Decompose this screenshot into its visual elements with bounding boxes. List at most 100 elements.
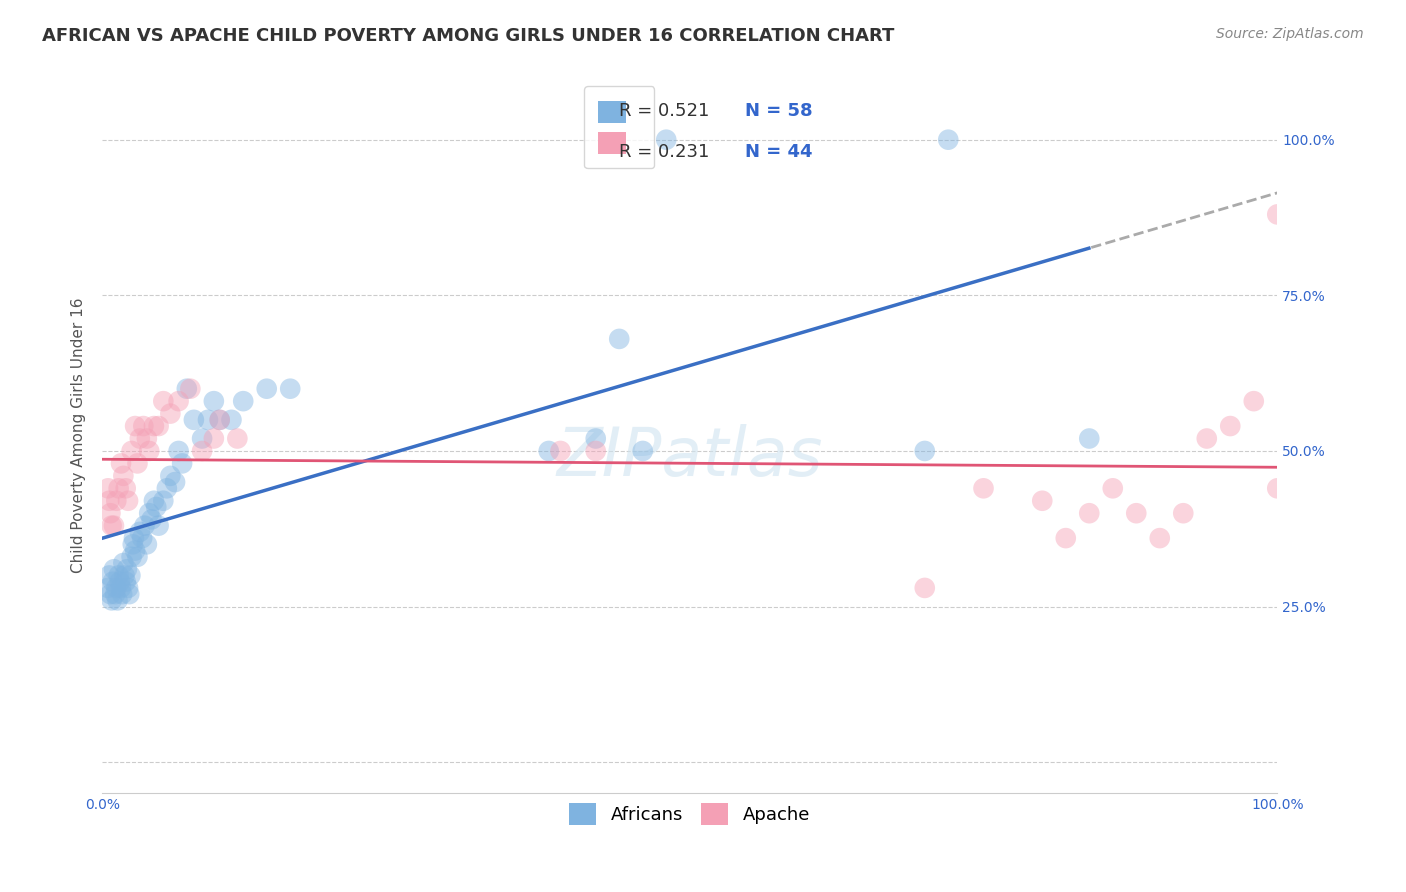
Point [191,444,214,458]
Point [101,574,124,589]
Point [145,500,167,514]
Point [1195,432,1218,446]
Point [121,549,143,564]
Point [142,419,165,434]
Point [141,512,163,526]
Text: R = 0.231: R = 0.231 [619,143,709,161]
Text: N = 44: N = 44 [745,143,813,161]
Point [117,493,139,508]
Point [152,394,174,409]
Point [103,562,125,576]
Point [1078,506,1101,520]
Point [97,581,120,595]
Point [202,432,225,446]
Point [115,562,138,576]
Legend: Africans, Apache: Africans, Apache [560,795,820,834]
Point [135,537,157,551]
Point [112,556,135,570]
Point [1101,481,1123,495]
Point [128,432,150,446]
Point [118,587,141,601]
Point [1265,481,1288,495]
Point [148,419,170,434]
Y-axis label: Child Poverty Among Girls Under 16: Child Poverty Among Girls Under 16 [72,298,86,574]
Point [631,444,654,458]
Point [124,543,146,558]
Point [97,481,120,495]
Point [1125,506,1147,520]
Point [179,382,201,396]
Point [973,481,995,495]
Point [208,413,231,427]
Point [132,419,155,434]
Point [936,133,959,147]
Point [107,593,129,607]
Point [156,481,179,495]
Point [550,444,572,458]
Point [208,413,231,427]
Point [138,506,160,520]
Point [114,481,136,495]
Point [278,382,301,396]
Point [148,518,170,533]
Point [232,394,254,409]
Point [111,587,134,601]
Point [98,493,121,508]
Point [110,581,132,595]
Point [256,382,278,396]
Point [104,587,127,601]
Point [138,444,160,458]
Point [585,432,607,446]
Point [114,568,136,582]
Text: N = 58: N = 58 [745,103,813,120]
Point [183,413,205,427]
Point [134,518,156,533]
Point [107,481,129,495]
Point [226,432,249,446]
Point [105,493,128,508]
Point [197,413,219,427]
Point [105,581,128,595]
Point [914,581,936,595]
Point [191,432,214,446]
Text: Source: ZipAtlas.com: Source: ZipAtlas.com [1216,27,1364,41]
Text: ZIPatlas: ZIPatlas [557,424,823,490]
Point [1219,419,1241,434]
Point [117,581,139,595]
Point [100,518,122,533]
Point [176,382,198,396]
Point [120,568,142,582]
Point [607,332,630,346]
Point [135,432,157,446]
Point [100,593,122,607]
Point [1031,493,1053,508]
Point [122,531,145,545]
Point [107,568,129,582]
Point [124,419,146,434]
Text: R = 0.521: R = 0.521 [619,103,709,120]
Point [152,493,174,508]
Point [165,475,187,489]
Point [537,444,560,458]
Point [98,568,121,582]
Point [914,444,936,458]
Point [121,537,143,551]
Point [131,531,153,545]
Point [159,407,181,421]
Point [114,574,136,589]
Point [167,394,190,409]
Point [1173,506,1195,520]
Point [1265,207,1288,221]
Point [1149,531,1171,545]
Point [103,518,125,533]
Point [112,468,135,483]
Point [655,133,678,147]
Point [1243,394,1265,409]
Point [1078,432,1101,446]
Point [159,468,181,483]
Point [100,587,122,601]
Point [121,444,143,458]
Point [127,549,149,564]
Point [202,394,225,409]
Text: AFRICAN VS APACHE CHILD POVERTY AMONG GIRLS UNDER 16 CORRELATION CHART: AFRICAN VS APACHE CHILD POVERTY AMONG GI… [42,27,894,45]
